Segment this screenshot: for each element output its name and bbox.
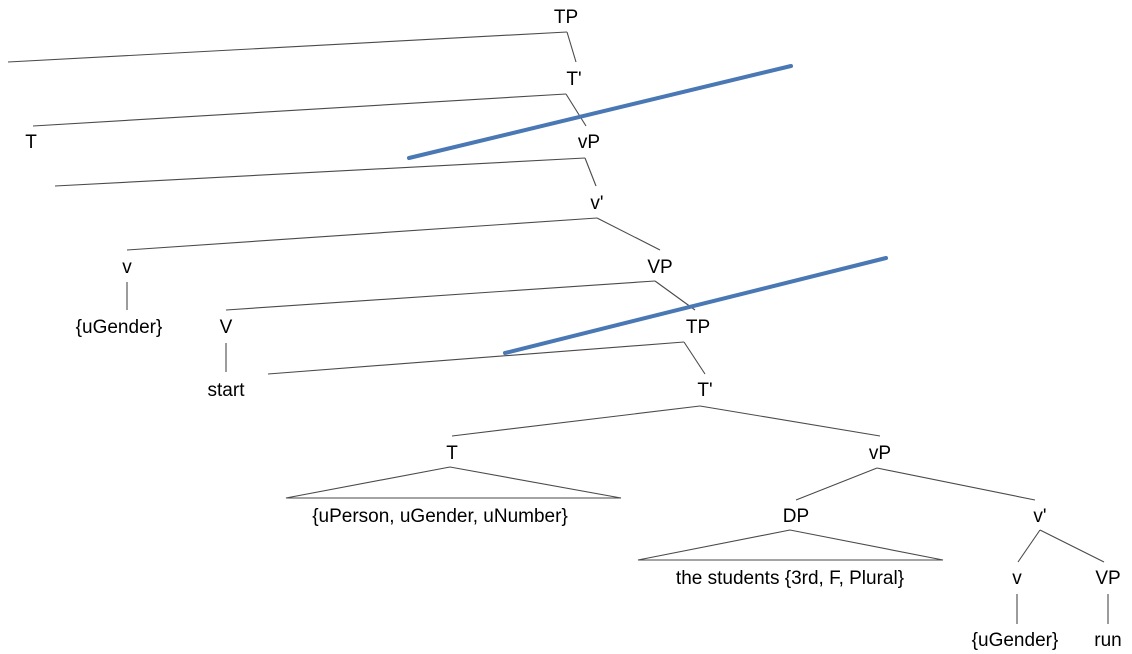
strike-line-lower xyxy=(503,256,888,355)
node-dp-content: the students {3rd, F, Plural} xyxy=(676,568,904,589)
edge-vp-lower-dp xyxy=(795,467,878,501)
edge-vbar-lower-v xyxy=(1017,529,1041,563)
edge-tp-emb-tbar xyxy=(683,341,706,375)
tree-branches xyxy=(7,31,1109,624)
tree-labels: TP T' T vP v' v VP {uGender} V TP start … xyxy=(25,7,1122,651)
node-VP-lower: VP xyxy=(1095,568,1120,589)
edge-tbar-vp xyxy=(565,93,587,127)
edge-vbar-lower-VP xyxy=(1039,529,1105,563)
node-vp-upper: vP xyxy=(578,132,600,153)
node-tp-embedded: TP xyxy=(686,317,710,338)
node-start: start xyxy=(208,380,246,401)
edge-vbar-v xyxy=(126,217,598,251)
edge-tbar-emb-vp xyxy=(699,405,881,437)
edge-vp-upper-left xyxy=(54,157,586,187)
node-v-lower: v xyxy=(1012,568,1022,589)
edge-tp-root-tbar xyxy=(566,31,577,63)
node-tp-root: TP xyxy=(554,7,578,28)
node-t-embedded: T xyxy=(446,443,458,464)
node-t-embedded-feats: {uPerson, uGender, uNumber} xyxy=(312,506,568,527)
node-run: run xyxy=(1094,630,1121,651)
strike-line-upper xyxy=(407,64,793,160)
edge-vp-upper-vbar xyxy=(584,157,597,187)
strike-marks xyxy=(407,64,888,355)
node-V-upper: V xyxy=(220,317,233,338)
triangle-dp-content xyxy=(637,529,944,561)
node-v-upper-feat: {uGender} xyxy=(76,317,163,338)
node-t-top: T xyxy=(25,132,37,153)
edge-tbar-emb-t xyxy=(451,405,701,437)
edge-tbar-t xyxy=(32,93,567,127)
node-v-lower-feat: {uGender} xyxy=(972,630,1059,651)
edge-vbar-VP xyxy=(596,217,661,251)
edge-VP-TP xyxy=(654,280,696,311)
node-vbar-lower: v' xyxy=(1033,506,1046,527)
edge-tp-emb-left xyxy=(267,341,685,375)
node-VP-upper: VP xyxy=(647,257,672,278)
node-vbar-upper: v' xyxy=(590,193,603,214)
node-dp: DP xyxy=(783,506,809,527)
node-v-upper: v xyxy=(122,257,132,278)
edge-VP-V xyxy=(225,280,656,311)
node-vp-lower: vP xyxy=(869,443,891,464)
node-tbar-embedded: T' xyxy=(697,380,712,401)
edge-vp-lower-vbar xyxy=(876,467,1036,501)
node-tbar-top: T' xyxy=(566,69,581,90)
edge-tp-root-left xyxy=(7,31,568,63)
triangle-t-feats xyxy=(285,466,622,499)
